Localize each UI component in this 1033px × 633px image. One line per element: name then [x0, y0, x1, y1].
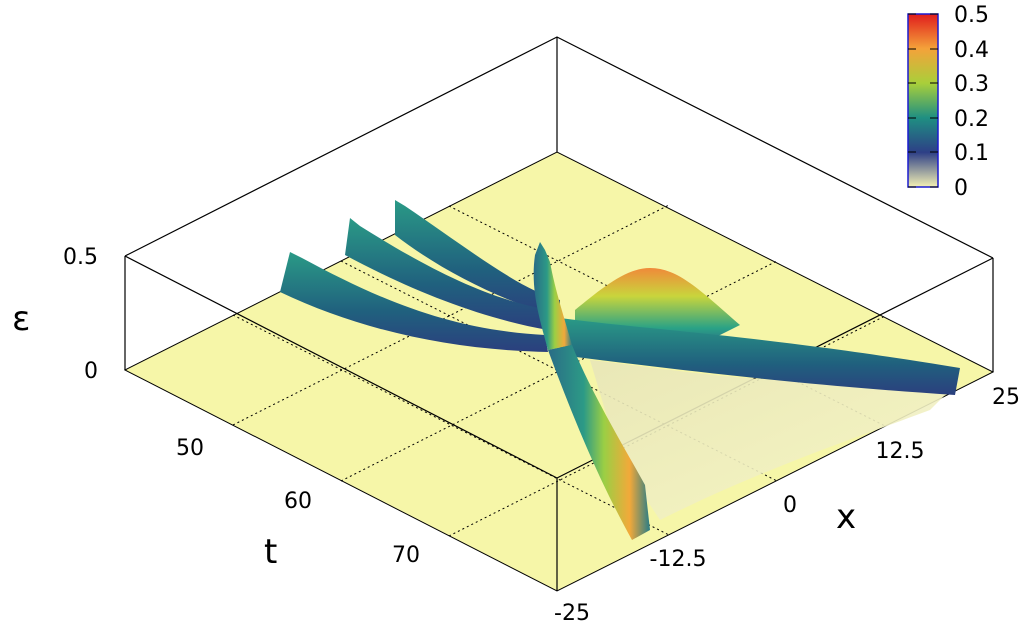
z-tick-label: 0.5 [63, 245, 98, 270]
cb-tick-label: 0 [954, 176, 968, 201]
surface-ridge-2 [345, 218, 550, 330]
colorbar-ticks [908, 13, 938, 188]
t-tick-label: 50 [176, 436, 204, 461]
z-axis-label: ε [12, 299, 30, 339]
x-tick-label: 12.5 [876, 439, 925, 464]
x-axis-label: x [836, 497, 856, 537]
surface-ridge-1 [395, 200, 560, 318]
bounding-box [124, 36, 994, 591]
surface-ridge-out [560, 318, 960, 395]
cb-tick-label: 0.3 [954, 72, 989, 97]
surface-shadow [590, 360, 960, 520]
cb-tick-label: 0.2 [954, 107, 989, 132]
surface-ridge-main [548, 345, 650, 540]
x-tick-label: 0 [783, 493, 797, 518]
colorbar [907, 13, 939, 188]
x-tick-label: -25 [554, 601, 590, 626]
x-tick-label: 25 [992, 385, 1020, 410]
colorbar-labels: 0 0.1 0.2 0.3 0.4 0.5 [954, 3, 989, 201]
t-tick-label: 70 [392, 543, 420, 568]
surface-ridge-3 [280, 252, 548, 352]
cb-tick-label: 0.4 [954, 38, 989, 63]
t-axis-label: t [264, 532, 277, 572]
surface-spike [533, 242, 572, 350]
z-tick-label: 0 [84, 359, 98, 384]
x-tick-label: -12.5 [650, 547, 707, 572]
cb-tick-label: 0.5 [954, 3, 989, 28]
t-tick-label: 60 [284, 489, 312, 514]
cb-tick-label: 0.1 [954, 141, 989, 166]
